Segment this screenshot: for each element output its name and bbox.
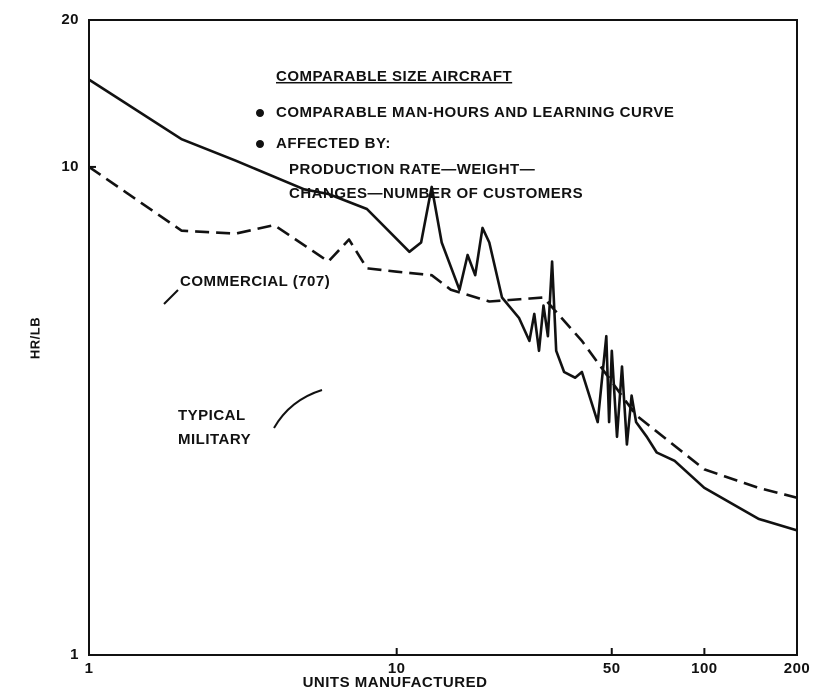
annotation-detail: PRODUCTION RATE—WEIGHT— — [289, 161, 535, 178]
leader-line — [273, 389, 323, 429]
annotation-heading: COMPARABLE SIZE AIRCRAFT — [276, 68, 512, 85]
x-axis-label: UNITS MANUFACTURED — [303, 674, 488, 691]
x-tick-label: 50 — [603, 660, 621, 677]
series-label: TYPICAL MILITARY — [178, 407, 251, 448]
x-tick-label: 1 — [85, 660, 94, 677]
y-tick-label: 1 — [70, 646, 79, 663]
plot-frame — [88, 19, 798, 656]
y-axis-label: HR/LB — [27, 317, 42, 359]
bullet — [256, 140, 264, 148]
y-tick-label: 20 — [61, 11, 79, 28]
annotation-bullet: COMPARABLE MAN-HOURS AND LEARNING CURVE — [276, 104, 674, 121]
bullet — [256, 109, 264, 117]
x-tick-label: 10 — [388, 660, 406, 677]
annotation-detail: CHANGES—NUMBER OF CUSTOMERS — [289, 185, 583, 202]
x-tick-label: 200 — [784, 660, 811, 677]
y-tick-label: 10 — [61, 158, 79, 175]
annotation: COMPARABLE SIZE AIRCRAFT COMPARABLE MAN-… — [256, 68, 674, 202]
series-line — [88, 165, 798, 499]
annotation-bullet: AFFECTED BY: — [276, 135, 391, 152]
series-line — [88, 78, 798, 532]
leader-line — [163, 289, 179, 305]
series-label: COMMERCIAL (707) — [180, 273, 330, 290]
x-tick-label: 100 — [691, 660, 718, 677]
